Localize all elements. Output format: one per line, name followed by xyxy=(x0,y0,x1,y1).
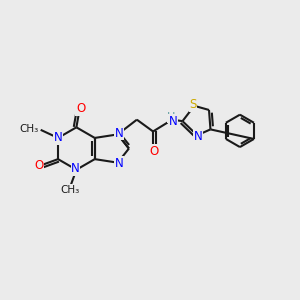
Text: CH₃: CH₃ xyxy=(60,185,80,195)
Text: H: H xyxy=(167,112,176,122)
Text: N: N xyxy=(71,162,80,175)
Text: O: O xyxy=(34,159,44,172)
Text: N: N xyxy=(168,115,177,128)
Text: N: N xyxy=(194,130,202,143)
Text: CH₃: CH₃ xyxy=(19,124,38,134)
Text: N: N xyxy=(115,157,123,170)
Text: O: O xyxy=(76,102,85,115)
Text: N: N xyxy=(115,127,123,140)
Text: N: N xyxy=(54,131,62,144)
Text: S: S xyxy=(189,98,197,111)
Text: O: O xyxy=(149,145,158,158)
